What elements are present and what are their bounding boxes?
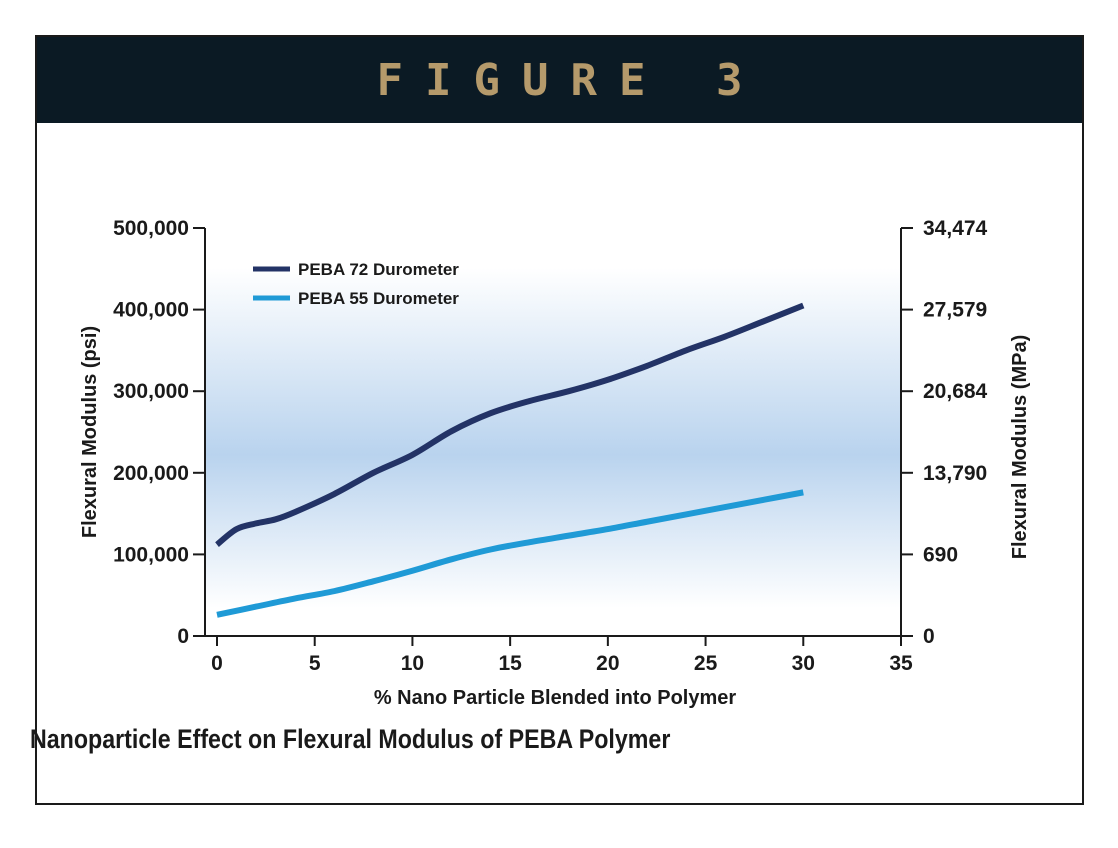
x-tick-label: 25 (694, 652, 718, 675)
y-axis-right-title: Flexural Modulus (MPa) (1009, 335, 1031, 559)
x-tick-label: 35 (889, 652, 913, 675)
figure-header: FIGURE 3 (37, 37, 1082, 123)
y-tick-label: 500,000 (113, 217, 189, 240)
y-tick-label: 100,000 (113, 543, 189, 566)
legend-label-peba-72: PEBA 72 Durometer (298, 260, 459, 279)
x-tick-label: 10 (401, 652, 424, 675)
y-right-tick-label: 0 (923, 625, 935, 648)
figure-caption: Nanoparticle Effect on Flexural Modulus … (30, 724, 671, 754)
x-tick-label: 0 (211, 652, 223, 675)
figure-title: FIGURE 3 (376, 54, 765, 106)
y-right-tick-label: 27,579 (923, 299, 987, 322)
y-tick-label: 400,000 (113, 299, 189, 322)
y-right-tick-label: 13,790 (923, 462, 987, 485)
y-tick-label: 300,000 (113, 380, 189, 403)
legend-label-peba-55: PEBA 55 Durometer (298, 289, 459, 308)
series-line-peba-55 (216, 489, 804, 618)
x-tick-label: 20 (596, 652, 619, 675)
series-layer (215, 302, 805, 618)
x-tick-label: 5 (309, 652, 321, 675)
y-axis-title: Flexural Modulus (psi) (79, 326, 101, 538)
legend: PEBA 72 Durometer PEBA 55 Durometer (253, 260, 459, 308)
y-right-tick-label: 690 (923, 543, 958, 566)
series-line-peba-72 (215, 302, 805, 547)
y-tick-label: 0 (177, 625, 189, 648)
x-tick-label: 30 (792, 652, 815, 675)
y-right-tick-label: 20,684 (923, 380, 988, 403)
y-tick-label: 200,000 (113, 462, 189, 485)
y-right-tick-label: 34,474 (923, 217, 988, 240)
plot-background-band (205, 268, 900, 608)
x-tick-label: 15 (498, 652, 522, 675)
x-axis-title: % Nano Particle Blended into Polymer (374, 687, 737, 709)
